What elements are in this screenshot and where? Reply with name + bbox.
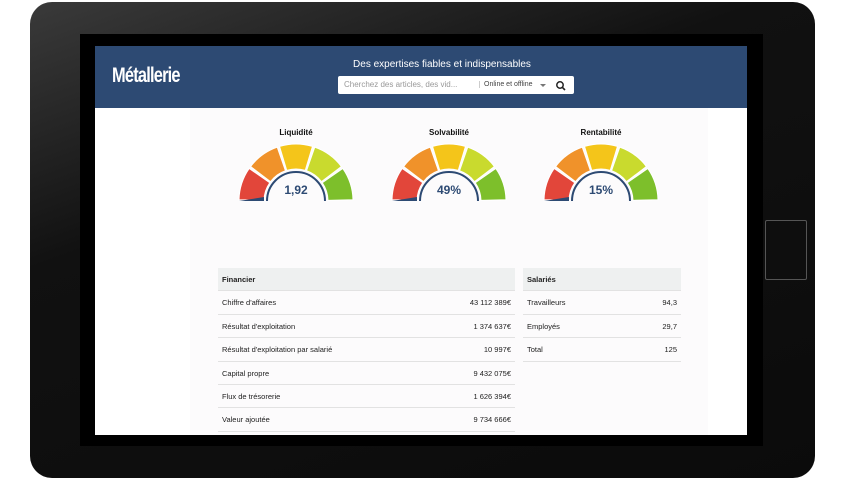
gauge-pointer (544, 197, 569, 201)
gauge-segment (278, 143, 314, 171)
table-header: Financier (218, 268, 515, 292)
gauge-label: Rentabilité (581, 128, 622, 137)
gauge-segment (458, 146, 496, 183)
gauge-value: 1,92 (284, 183, 308, 197)
table-row: Capital propre 9 432 075€ (218, 362, 515, 385)
filter-dropdown[interactable]: Online et offline (479, 81, 533, 88)
row-value: 9 734 666€ (473, 415, 511, 425)
gauge-segment (610, 146, 648, 183)
table-row: Flux de trésorerie 1 626 394€ (218, 385, 515, 409)
logo[interactable]: Métallerie (112, 64, 181, 87)
tagline: Des expertises fiables et indispensables (353, 59, 531, 70)
row-label: Résultat d'exploitation par salarié (222, 345, 333, 355)
row-value: 43 112 389€ (469, 298, 511, 308)
gauge-ring (266, 171, 326, 202)
row-label: Employés (527, 321, 560, 331)
row-label: Chiffre d'affaires (222, 298, 277, 308)
row-value: 1 374 637€ (473, 321, 511, 331)
salaries-table: Salariés Travailleurs 94,3 Employés 29,7 Tota… (523, 268, 681, 362)
table-row: Employés 29,7 (523, 315, 681, 339)
search-box[interactable]: Cherchez des articles, des vid... Online… (338, 76, 574, 94)
gauge-segment (321, 167, 354, 201)
row-value: 29,7 (662, 321, 677, 331)
gauge-segment (626, 167, 659, 201)
gauge-label: Liquidité (279, 128, 313, 137)
gauge-segment (554, 146, 592, 183)
gauges: Liquidité 1,92 Solvabilité 49% Rentabilité 15… (238, 128, 659, 202)
row-value: 9 432 075€ (473, 368, 511, 378)
gauge-segment (391, 167, 424, 201)
search-icon-handle (561, 86, 566, 91)
search-icons (540, 81, 566, 91)
screen: Métallerie Des expertises fiables et ind… (95, 46, 747, 435)
gauge-segment (431, 143, 467, 171)
table-row: Résultat d'exploitation par salarié 10 99… (218, 338, 515, 362)
gauge-segment (543, 167, 576, 201)
gauge-ring (571, 171, 631, 202)
row-value: 94,3 (662, 298, 677, 308)
gauge-value: 49% (437, 183, 461, 197)
row-label: Valeur ajoutée (222, 415, 270, 425)
table-title: Salariés (527, 275, 556, 284)
gauge-pointer (392, 197, 417, 201)
table-title: Financier (222, 275, 256, 284)
gauge-segment (402, 146, 440, 183)
financier-table: Financier Chiffre d'affaires 43 112 389€ Ré… (218, 268, 515, 432)
gauge-segment (474, 167, 507, 201)
table-row: Chiffre d'affaires 43 112 389€ (218, 291, 515, 315)
search-icon[interactable] (556, 81, 564, 89)
table-row: Résultat d'exploitation 1 374 637€ (218, 315, 515, 339)
table-row: Travailleurs 94,3 (523, 291, 681, 315)
home-button[interactable] (765, 220, 807, 280)
table-row: Valeur ajoutée 9 734 666€ (218, 408, 515, 432)
gauge-segment (305, 146, 343, 183)
gauge-pointer (239, 197, 264, 201)
gauge-value: 15% (589, 183, 613, 197)
row-value: 1 626 394€ (473, 391, 511, 401)
gauge-segment (583, 143, 619, 171)
gauge-label: Solvabilité (429, 128, 470, 137)
search-input[interactable]: Cherchez des articles, des vid... (344, 80, 458, 89)
row-label: Résultat d'exploitation (222, 321, 296, 331)
header: Métallerie Des expertises fiables et ind… (95, 46, 747, 108)
gauge-segment (249, 146, 287, 183)
row-value: 10 997€ (483, 345, 511, 355)
table-header: Salariés (523, 268, 681, 292)
row-label: Flux de trésorerie (222, 391, 281, 401)
gauge-ring (419, 171, 479, 202)
gauge-segment (238, 167, 271, 201)
row-label: Total (527, 345, 543, 355)
row-label: Capital propre (222, 368, 270, 378)
row-value: 125 (664, 345, 677, 355)
table-row: Total 125 (523, 338, 681, 362)
row-label: Travailleurs (527, 298, 566, 308)
caret (540, 84, 546, 87)
